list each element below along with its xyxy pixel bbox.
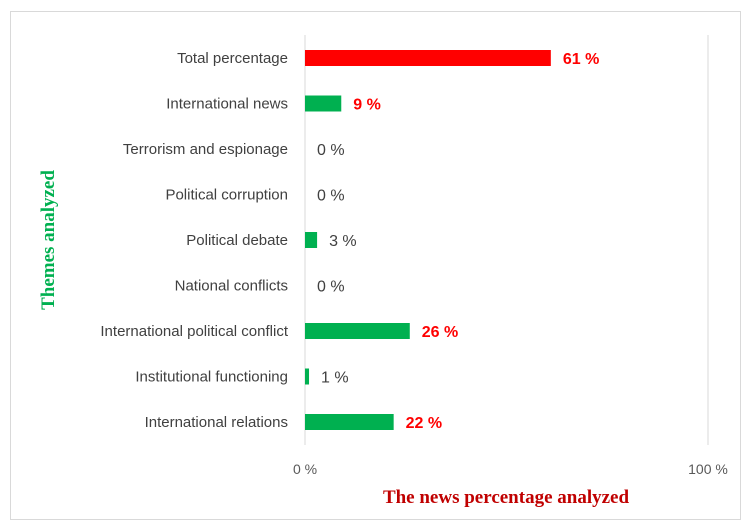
data-label: 0 % — [317, 279, 345, 296]
data-label: 1 % — [321, 370, 349, 387]
bar — [305, 232, 318, 248]
x-tick-label: 0 % — [293, 461, 317, 477]
category-label: International news — [166, 96, 288, 113]
category-label: International political conflict — [100, 323, 288, 340]
bar — [305, 95, 342, 112]
x-axis-ticks: 0 % 100 % — [293, 461, 728, 477]
bar — [305, 50, 551, 66]
category-label: Institutional functioning — [135, 369, 288, 386]
data-label: 26 % — [422, 324, 458, 341]
data-label: 3 % — [329, 233, 357, 250]
bar — [305, 414, 394, 430]
category-label: Political debate — [186, 232, 288, 249]
data-label: 9 % — [353, 97, 381, 114]
data-label: 22 % — [406, 415, 442, 432]
data-label: 0 % — [317, 142, 345, 159]
category-label: International relations — [145, 414, 288, 431]
category-label: Political corruption — [165, 187, 288, 204]
category-label: National conflicts — [175, 278, 288, 295]
category-label: Total percentage — [177, 50, 288, 67]
bar — [305, 368, 310, 385]
data-label: 61 % — [563, 51, 599, 68]
data-label: 0 % — [317, 188, 345, 205]
bars — [305, 50, 551, 430]
chart-frame — [10, 11, 741, 520]
y-axis-title: Themes analyzed — [38, 170, 59, 310]
category-label: Terrorism and espionage — [123, 141, 288, 158]
x-tick-label: 100 % — [688, 461, 728, 477]
x-axis-title: The news percentage analyzed — [383, 487, 630, 508]
data-labels: 61 % 9 % 0 % 0 % 3 % 0 % 26 % 1 % 22 % — [317, 51, 599, 432]
bar — [305, 323, 410, 339]
category-labels: Total percentage International news Terror… — [100, 50, 288, 431]
